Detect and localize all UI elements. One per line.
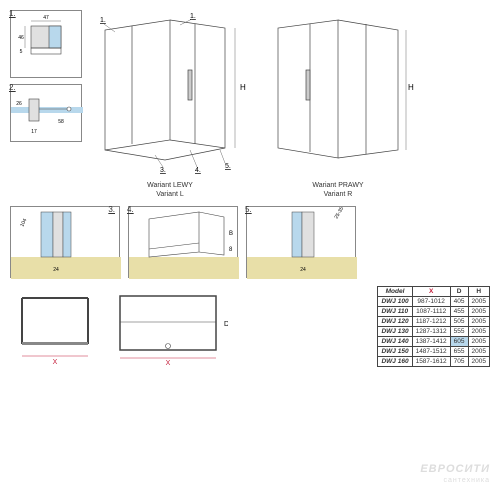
table-row: DWJ 1201187-12125052005: [378, 317, 490, 327]
detail-2: 2. 17 26 58: [10, 84, 82, 142]
detail-3: 3. 24 104: [10, 206, 120, 278]
table-row: DWJ 1601587-16127052005: [378, 357, 490, 367]
table-row: DWJ 1501487-15126552005: [378, 347, 490, 357]
variant-l-caption1: Wariant LEWY: [90, 182, 250, 189]
svg-text:3.: 3.: [160, 167, 166, 174]
dim-X-plan2: X: [166, 360, 171, 366]
variant-r-caption1: Wariant PRAWY: [258, 182, 418, 189]
detail-1-label: 1.: [9, 9, 16, 18]
table-row: DWJ 1101087-11124552005: [378, 307, 490, 317]
svg-text:1.: 1.: [100, 17, 106, 24]
spec-table: ModelXDHDWJ 100987-10124052005DWJ 110108…: [377, 286, 490, 367]
svg-text:4.: 4.: [195, 167, 201, 174]
dim-X-plan1: X: [53, 359, 58, 366]
dim-D-plan2: D: [224, 321, 228, 328]
detail-1: 1. 47 46 5: [10, 10, 82, 78]
table-row: DWJ 1401387-14126052005: [378, 337, 490, 347]
d2-dim-b: 26: [16, 101, 22, 107]
col-D: D: [450, 287, 468, 297]
svg-text:8: 8: [229, 247, 233, 253]
col-X: X: [412, 287, 450, 297]
variant-r-caption2: Variant R: [258, 191, 418, 198]
svg-text:24: 24: [53, 267, 59, 273]
col-Model: Model: [378, 287, 412, 297]
table-row: DWJ 100987-10124052005: [378, 297, 490, 307]
svg-text:1.: 1.: [190, 13, 196, 20]
variant-right: H Wariant PRAWY Variant R: [258, 10, 418, 198]
plan-view-2: X D: [108, 286, 228, 366]
svg-text:5.: 5.: [225, 163, 231, 170]
d2-dim-c: 58: [58, 119, 64, 125]
svg-text:B: B: [229, 231, 233, 237]
variant-l-caption2: Variant L: [90, 191, 250, 198]
variant-left: 1. 1. 3. 4. 5. H Wariant LEWY Variant L: [90, 10, 250, 198]
dim-H-left: H: [240, 83, 246, 92]
detail-3-label: 3.: [108, 205, 115, 214]
watermark-brand: ЕВРОСИТИ: [420, 463, 490, 475]
d1-dim-c: 5: [20, 49, 23, 55]
table-row: DWJ 1301287-13125552005: [378, 327, 490, 337]
svg-text:25-35: 25-35: [334, 207, 346, 220]
col-H: H: [468, 287, 489, 297]
svg-text:104: 104: [19, 218, 28, 228]
detail-5: 5. 24 25-35: [246, 206, 356, 278]
watermark-sub: сантехника: [443, 477, 490, 484]
plan-view-1: X: [10, 286, 100, 366]
svg-text:24: 24: [300, 267, 306, 273]
d1-dim-b: 46: [18, 35, 24, 41]
d2-dim-a: 17: [31, 129, 37, 135]
detail-4-label: 4.: [127, 205, 134, 214]
detail-5-label: 5.: [245, 205, 252, 214]
detail-2-label: 2.: [9, 83, 16, 92]
dim-H-right: H: [408, 83, 414, 92]
detail-4: 4. B 8: [128, 206, 238, 278]
d1-dim-a: 47: [43, 15, 49, 21]
